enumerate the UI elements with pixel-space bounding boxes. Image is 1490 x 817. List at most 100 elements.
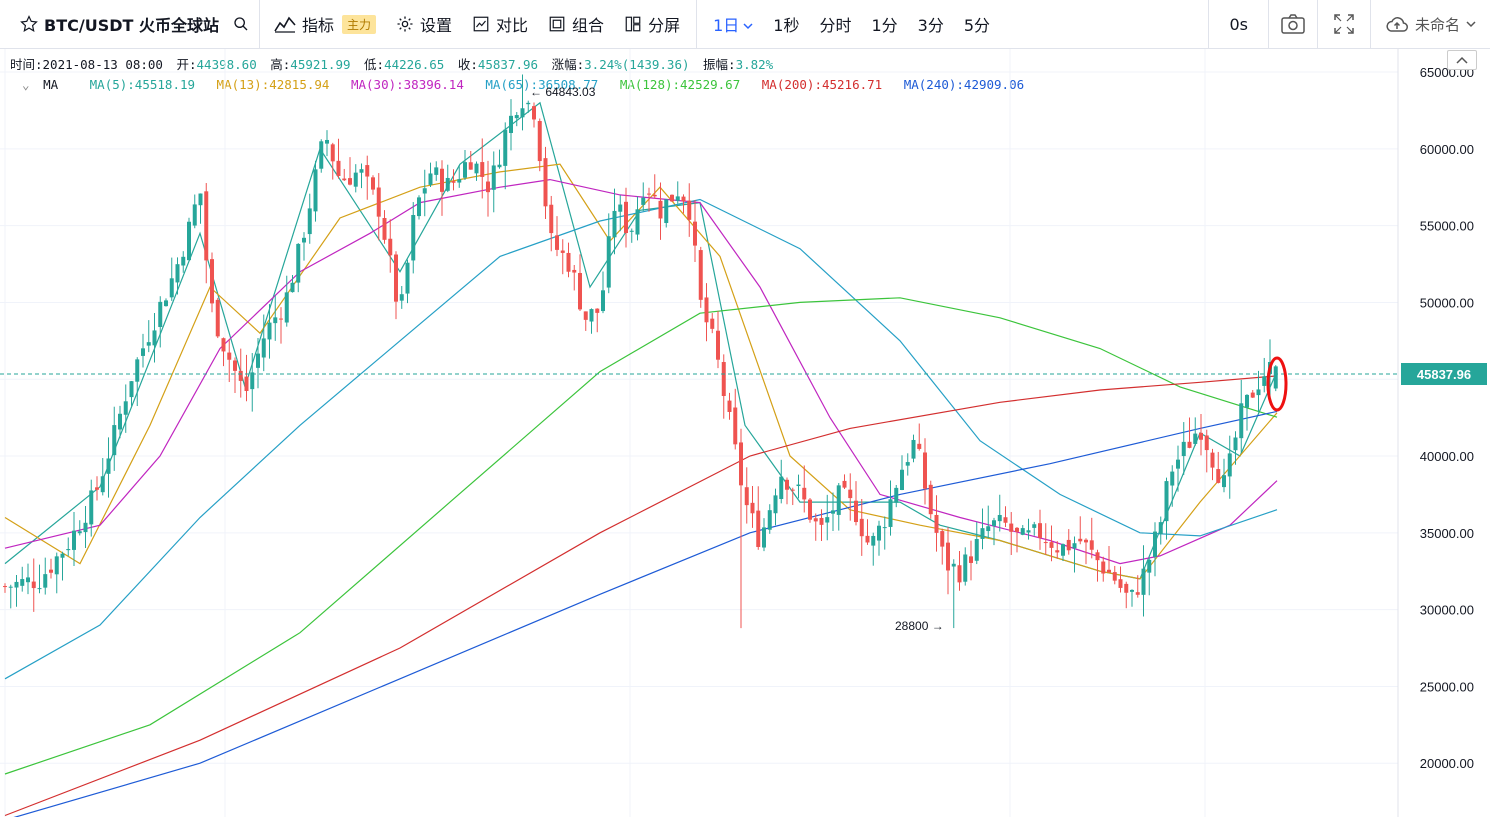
split-button[interactable]: 分屏 [614,0,690,48]
candle-body [468,162,473,170]
candle-body [66,549,71,551]
candle-body [566,252,571,272]
layout-save-button[interactable]: 未命名 [1371,0,1490,48]
candle-body [503,129,508,166]
scale-collapse-button[interactable] [1447,50,1477,70]
symbol-selector[interactable]: BTC/USDT 火币全球站 [0,0,259,48]
candle-body [572,269,577,273]
candle-body [762,527,766,548]
candle-body [376,187,381,217]
candle-body [141,348,145,356]
compare-button[interactable]: 对比 [462,0,538,48]
candle-body [302,237,306,243]
candle-body [951,563,956,567]
candle-body [284,292,289,323]
group-icon [548,15,566,33]
candle-body [1176,459,1180,469]
candle-body [923,452,927,489]
group-button[interactable]: 组合 [538,0,614,48]
candle-body [1026,530,1031,533]
resolution-1d[interactable]: 1日 [697,0,763,48]
ma-legend-title: MA [43,77,59,92]
candle-body [601,290,605,312]
candle-body [624,201,628,234]
candle-body [1181,441,1186,457]
toolbar-divider [696,0,698,48]
indicators-icon [274,15,296,33]
toolbar-divider [1208,0,1210,48]
resolution-label: 1秒 [773,16,800,35]
candle-body [693,221,697,246]
resolution-3m[interactable]: 3分 [908,0,954,48]
candle-body [250,372,255,390]
candle-body [1101,561,1106,574]
candle-body [175,264,180,283]
candle-body [1003,517,1008,523]
settings-label: 设置 [420,16,453,35]
candle-body [997,514,1002,522]
screenshot-button[interactable] [1269,0,1317,48]
search-icon[interactable] [233,16,249,32]
candle-body [267,322,272,340]
candle-body [687,200,692,220]
candle-body [215,299,220,337]
candle-body [641,197,646,205]
candle-body [342,178,347,181]
candle-body [457,179,462,183]
ma-5-value: MA(5):45518.19 [89,77,196,92]
candle-body [813,518,818,522]
candle-body [210,259,214,304]
candle-body [54,556,59,575]
star-icon[interactable] [20,15,38,33]
ma-line [13,410,1278,817]
candle-body [227,352,232,360]
change-value: 3.24%(1439.36) [584,57,690,72]
toolbar-divider [258,0,260,48]
resolution-1m[interactable]: 1分 [861,0,907,48]
price-chart[interactable]: 65000.0060000.0055000.0050000.0045000.00… [0,49,1490,817]
high-annotation: ← 64843.03 [530,85,596,99]
candle-body [1216,469,1221,483]
candle-body [785,479,789,490]
candle-body [411,215,416,261]
indicators-button[interactable]: 指标 主力 [260,0,386,48]
ma-legend[interactable]: ⌄ MA MA(5):45518.19 MA(13):42815.94 MA(3… [22,77,1038,92]
candle-body [704,297,709,323]
resolution-1s[interactable]: 1秒 [763,0,809,48]
price-axis[interactable]: 65000.0060000.0055000.0050000.0045000.00… [1420,65,1474,771]
candle-body [877,525,881,541]
candle-body [417,197,421,217]
resolution-5m[interactable]: 5分 [954,0,1000,48]
chevron-down-icon [743,15,753,34]
price-tick-label: 30000.00 [1420,603,1474,618]
fullscreen-button[interactable] [1318,0,1370,48]
candle-body [1210,452,1215,468]
candle-body [756,510,761,547]
price-tick-label: 25000.00 [1420,679,1474,694]
ma-line [4,375,1278,817]
camera-icon [1281,14,1305,34]
resolution-timeshare[interactable]: 分时 [809,0,861,48]
candle-body [1222,475,1226,488]
candle-body [261,338,266,358]
collapse-chevron-icon[interactable]: ⌄ [22,77,30,92]
candle-body [825,517,830,523]
candle-body [963,554,968,582]
candle-body [733,407,738,445]
amplitude-label: 振幅: [703,57,736,72]
candle-body [629,230,634,232]
candle-body [359,169,364,173]
toolbar-divider [1369,0,1371,48]
candle-body [319,141,324,169]
candle-body [796,484,801,487]
candle-body [1170,471,1175,486]
candle-body [957,565,962,583]
candle-body [859,518,864,537]
candle-body [1135,592,1140,595]
candle-body [532,106,536,120]
candle-body [980,528,985,539]
settings-button[interactable]: 设置 [386,0,462,48]
candle-body [670,194,674,202]
candle-body [123,401,128,415]
countdown-display: 0s [1209,0,1268,48]
